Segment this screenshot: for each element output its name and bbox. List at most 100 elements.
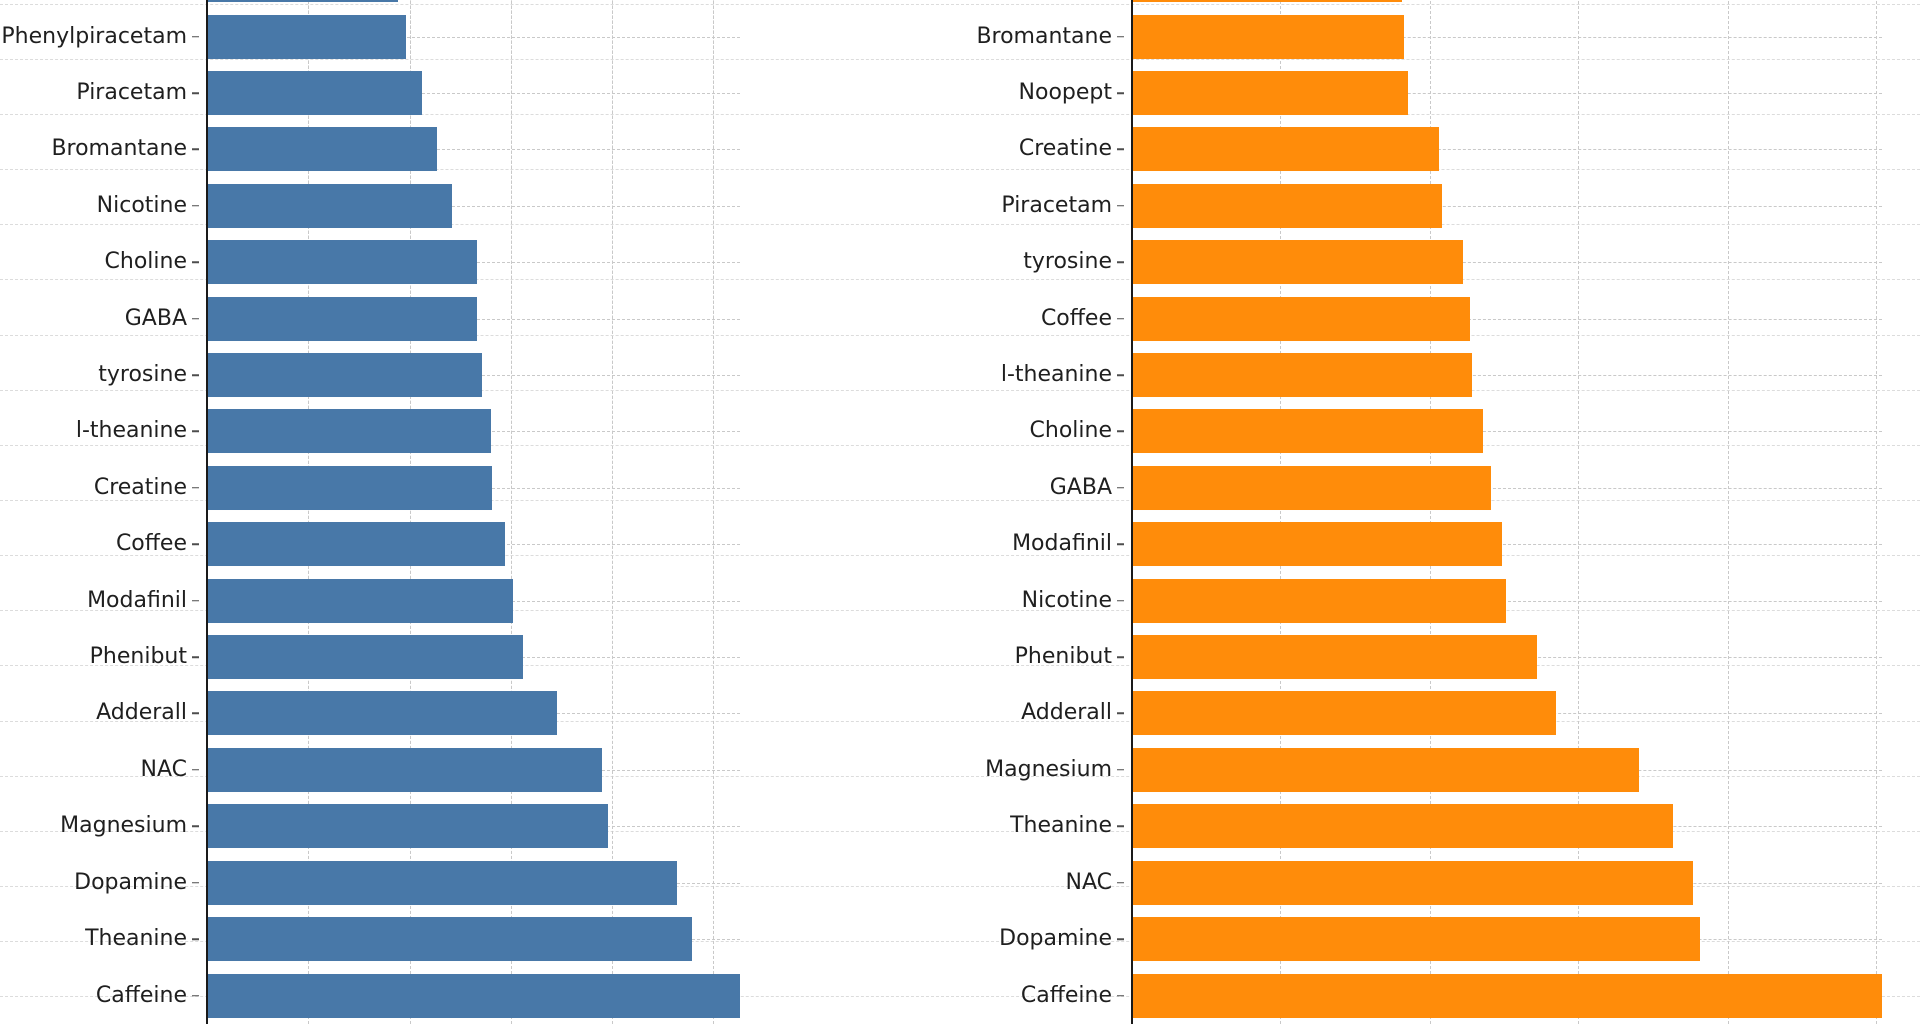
- bars-container-left: [207, 0, 740, 1024]
- bar-theanine[interactable]: [207, 917, 693, 962]
- bar-coffee[interactable]: [1132, 296, 1470, 341]
- bar-row: [1132, 178, 1882, 234]
- bar-nicotine[interactable]: [207, 183, 452, 228]
- bar-phenylpiracetam[interactable]: [207, 14, 406, 59]
- bar-caffeine[interactable]: [207, 973, 740, 1018]
- tick-row: Piracetam: [780, 178, 1124, 234]
- y-tick-label: Dopamine: [999, 926, 1112, 952]
- bar-row: [207, 178, 740, 234]
- bar-bromantane[interactable]: [1132, 14, 1405, 59]
- tick-row: Coffee: [0, 516, 199, 572]
- y-tick-mark: [1117, 881, 1124, 884]
- bar-row: [1132, 798, 1882, 854]
- bar-tyrosine[interactable]: [1132, 240, 1463, 285]
- bar-bromantane[interactable]: [207, 127, 438, 172]
- tick-row: l-theanine: [780, 347, 1124, 403]
- y-tick-mark: [192, 769, 199, 771]
- tick-row: Creatine: [780, 121, 1124, 177]
- bar-l-theanine[interactable]: [207, 409, 492, 454]
- bar-theanine[interactable]: [1132, 804, 1674, 849]
- bar-row: [207, 290, 740, 346]
- y-tick-mark: [192, 543, 199, 546]
- gridline-vertical: [1429, 0, 1432, 1024]
- bar-modafinil[interactable]: [1132, 522, 1502, 567]
- y-tick-label: Piracetam: [76, 80, 187, 106]
- bar-row: [1132, 65, 1882, 121]
- bar-creatine[interactable]: [1132, 127, 1439, 172]
- bar-row: [1132, 121, 1882, 177]
- bar-magnesium[interactable]: [207, 804, 608, 849]
- bar-nicotine[interactable]: [1132, 578, 1506, 623]
- y-tick-mark: [192, 317, 199, 320]
- bar-modafinil[interactable]: [207, 578, 513, 623]
- chart-panel-right: Lion's Mane Bromantane Noopept Creatine Pira…: [780, 0, 1920, 1024]
- bar-gaba[interactable]: [1132, 465, 1491, 510]
- bar-row: [1132, 572, 1882, 628]
- tick-row: Lion's Mane: [780, 0, 1124, 8]
- bar-noopept[interactable]: [1132, 71, 1408, 116]
- bar-row: [1132, 460, 1882, 516]
- y-tick-mark: [192, 430, 199, 433]
- bar-choline[interactable]: [1132, 409, 1483, 454]
- y-tick-label: Nicotine: [96, 192, 187, 218]
- bar-lion-s-mane[interactable]: [1132, 0, 1402, 3]
- y-tick-mark: [192, 148, 199, 151]
- bar-row: [1132, 911, 1882, 967]
- y-tick-mark: [192, 938, 199, 940]
- y-tick-label: l-theanine: [75, 418, 187, 444]
- bar-phenibut[interactable]: [207, 635, 523, 680]
- tick-row: Creatine: [0, 460, 199, 516]
- y-tick-label: tyrosine: [98, 362, 187, 388]
- tick-row: Choline: [0, 234, 199, 290]
- tick-row: Phenibut: [780, 629, 1124, 685]
- y-tick-label: Creatine: [93, 474, 187, 500]
- gridline-vertical: [1876, 0, 1878, 1024]
- y-tick-label: NAC: [1065, 869, 1112, 895]
- bar-dopamine[interactable]: [1132, 917, 1700, 962]
- y-tick-mark: [192, 881, 199, 884]
- bar-dopamine[interactable]: [207, 860, 677, 905]
- tick-row: Caffeine: [780, 967, 1124, 1023]
- y-tick-mark: [1117, 769, 1124, 771]
- bar-piracetam[interactable]: [1132, 183, 1442, 228]
- y-tick-label: Bromantane: [51, 136, 187, 162]
- gridline-horizontal: [1132, 318, 1882, 320]
- y-tick-label: Theanine: [85, 926, 187, 952]
- y-tick-mark: [192, 35, 199, 38]
- tick-row: Theanine: [0, 911, 199, 967]
- bar-magnesium[interactable]: [1132, 747, 1639, 792]
- bar-creatine[interactable]: [207, 465, 493, 510]
- bar-coffee[interactable]: [207, 522, 505, 567]
- y-tick-mark: [1117, 825, 1124, 828]
- bar-row: [1132, 742, 1882, 798]
- bar-row: [207, 347, 740, 403]
- bar-l-theanine[interactable]: [1132, 353, 1472, 398]
- y-tick-label: GABA: [124, 305, 187, 331]
- bar-gaba[interactable]: [207, 296, 478, 341]
- plot-area-right: [1132, 0, 1882, 1024]
- tick-row: tyrosine: [780, 234, 1124, 290]
- bar-row: [1132, 967, 1882, 1023]
- bar-nac[interactable]: [207, 747, 603, 792]
- bar-kratom[interactable]: [207, 0, 398, 3]
- bar-row: [207, 65, 740, 121]
- gridline-horizontal: [1132, 149, 1882, 151]
- bar-caffeine[interactable]: [1132, 973, 1882, 1018]
- bar-piracetam[interactable]: [207, 71, 423, 116]
- tick-rows: Kratom Phenylpiracetam Piracetam Bromantane…: [0, 0, 199, 1024]
- bar-adderall[interactable]: [207, 691, 558, 736]
- bar-row: [207, 8, 740, 64]
- bar-row: [1132, 290, 1882, 346]
- y-tick-label: Piracetam: [1001, 192, 1112, 218]
- bar-tyrosine[interactable]: [207, 353, 483, 398]
- gridline-horizontal: [1132, 205, 1882, 207]
- y-tick-mark: [192, 261, 199, 263]
- bar-nac[interactable]: [1132, 860, 1693, 905]
- bar-choline[interactable]: [207, 240, 477, 285]
- y-tick-mark: [1117, 261, 1124, 263]
- bar-phenibut[interactable]: [1132, 635, 1537, 680]
- y-tick-mark: [1117, 92, 1124, 94]
- gridline-horizontal: [1132, 36, 1882, 38]
- bar-row: [207, 629, 740, 685]
- bar-adderall[interactable]: [1132, 691, 1556, 736]
